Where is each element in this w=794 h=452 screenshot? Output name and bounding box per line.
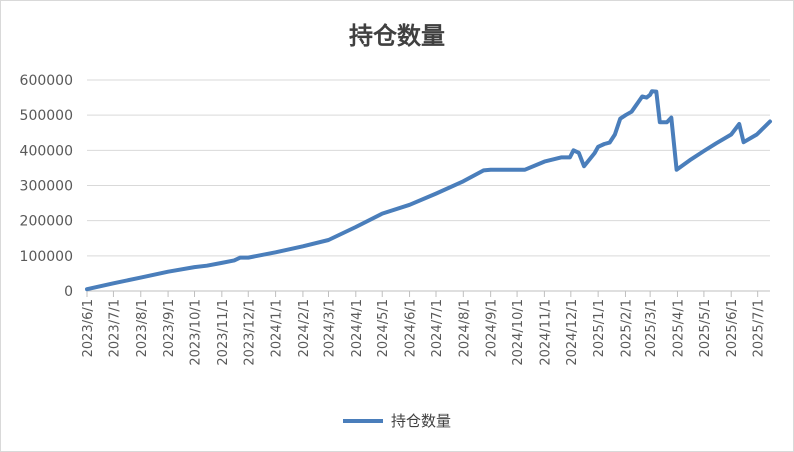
x-tick-label: 2023/9/1 xyxy=(162,299,177,357)
y-tick-label: 100000 xyxy=(20,249,73,265)
x-tick-label: 2023/10/1 xyxy=(189,299,204,366)
x-tick-label: 2023/6/1 xyxy=(81,299,96,357)
y-axis-tick-labels: 0 100000 200000 300000 400000 500000 600000 xyxy=(20,73,73,300)
x-tick-label: 2025/2/1 xyxy=(619,299,634,357)
x-tick-label: 2023/12/1 xyxy=(242,299,257,366)
x-tick-label: 2023/8/1 xyxy=(135,299,150,357)
y-tick-label: 500000 xyxy=(20,108,73,124)
legend-swatch xyxy=(342,418,383,423)
x-tick-label: 2025/1/1 xyxy=(592,299,607,357)
x-tick-label: 2024/3/1 xyxy=(322,299,337,357)
legend: 持仓数量 xyxy=(0,410,794,431)
x-tick-label: 2024/12/1 xyxy=(565,299,580,366)
y-tick-label: 600000 xyxy=(20,73,73,89)
gridlines xyxy=(87,79,770,292)
y-tick-label: 200000 xyxy=(20,214,73,230)
series-line xyxy=(85,89,772,292)
x-tick-label: 2024/2/1 xyxy=(297,299,312,357)
x-axis: 2023/6/1 2023/7/1 2023/8/1 2023/9/1 2023/10/… xyxy=(81,291,767,366)
x-tick-label: 2024/10/1 xyxy=(511,299,526,366)
y-tick-label: 400000 xyxy=(20,143,73,159)
chart-title: 持仓数量 xyxy=(349,22,445,50)
x-tick-label: 2024/4/1 xyxy=(350,299,365,357)
y-tick-label: 0 xyxy=(64,284,73,300)
series-group xyxy=(85,89,772,292)
x-tick-label: 2024/8/1 xyxy=(457,299,472,357)
x-tick-label: 2024/11/1 xyxy=(538,299,553,366)
x-tick-label: 2023/11/1 xyxy=(216,299,231,366)
x-tick-label: 2025/3/1 xyxy=(644,299,659,357)
x-tick-label: 2024/6/1 xyxy=(404,299,419,357)
x-tick-label: 2025/7/1 xyxy=(752,299,767,357)
x-tick-label: 2024/9/1 xyxy=(485,299,500,357)
x-tick-label: 2025/4/1 xyxy=(671,299,686,357)
y-tick-label: 300000 xyxy=(20,179,73,195)
x-tick-label: 2024/1/1 xyxy=(270,299,285,357)
x-tick-label: 2025/5/1 xyxy=(698,299,713,357)
x-tick-label: 2023/7/1 xyxy=(107,299,122,357)
x-tick-label: 2024/7/1 xyxy=(430,299,445,357)
legend-label: 持仓数量 xyxy=(390,412,451,430)
x-tick-label: 2025/6/1 xyxy=(725,299,740,357)
x-tick-label: 2024/5/1 xyxy=(376,299,391,357)
